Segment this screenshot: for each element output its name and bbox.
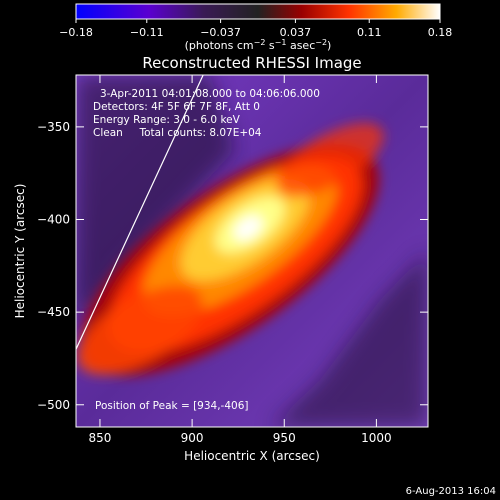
y-tick-label: −450 [37,305,70,319]
x-tick-label: 950 [273,431,296,445]
x-axis-label: Heliocentric X (arcsec) [184,449,320,463]
chart-title: Reconstructed RHESSI Image [142,54,361,72]
colorbar-units: (photons cm−2 s−1 asec−2) [185,38,332,52]
colorbar-tick-label: 0.18 [428,26,453,39]
footer-date: 6-Aug-2013 16:04 [406,486,496,497]
heatmap-image [76,75,428,427]
colorbar-tick-label: 0.037 [280,26,312,39]
y-tick-label: −350 [37,120,70,134]
colorbar-tick-label: −0.037 [200,26,241,39]
colorbar-tick-label: 0.11 [357,26,382,39]
annotation-energy: Energy Range: 3.0 - 6.0 keV [93,114,241,126]
annotation-clean: Clean Total counts: 8.07E+04 [93,127,262,139]
x-axis: 850 900 950 1000 [89,75,392,445]
x-tick-label: 900 [181,431,204,445]
colorbar-tick-label: −0.11 [130,26,164,39]
y-tick-label: −400 [37,213,70,227]
plot-frame [75,74,429,428]
colorbar [75,3,441,20]
y-axis-label: Heliocentric Y (arcsec) [13,184,27,319]
colorbar-tick-label: −0.18 [59,26,93,39]
annotation-time-range: 3-Apr-2011 04:01:08.000 to 04:06:06.000 [100,88,320,100]
y-tick-label: −500 [37,398,70,412]
peak-position-label: Position of Peak = [934,-406] [95,400,249,412]
annotations: 3-Apr-2011 04:01:08.000 to 04:06:06.000 … [93,88,320,412]
y-axis: −350 −400 −450 −500 [37,120,428,412]
colorbar-ticks: −0.18 −0.11 −0.037 0.037 0.11 0.18 [59,19,452,39]
x-tick-label: 850 [89,431,112,445]
annotation-detectors: Detectors: 4F 5F 6F 7F 8F, Att 0 [93,101,260,113]
solar-limb-line [76,75,204,350]
x-tick-label: 1000 [361,431,392,445]
